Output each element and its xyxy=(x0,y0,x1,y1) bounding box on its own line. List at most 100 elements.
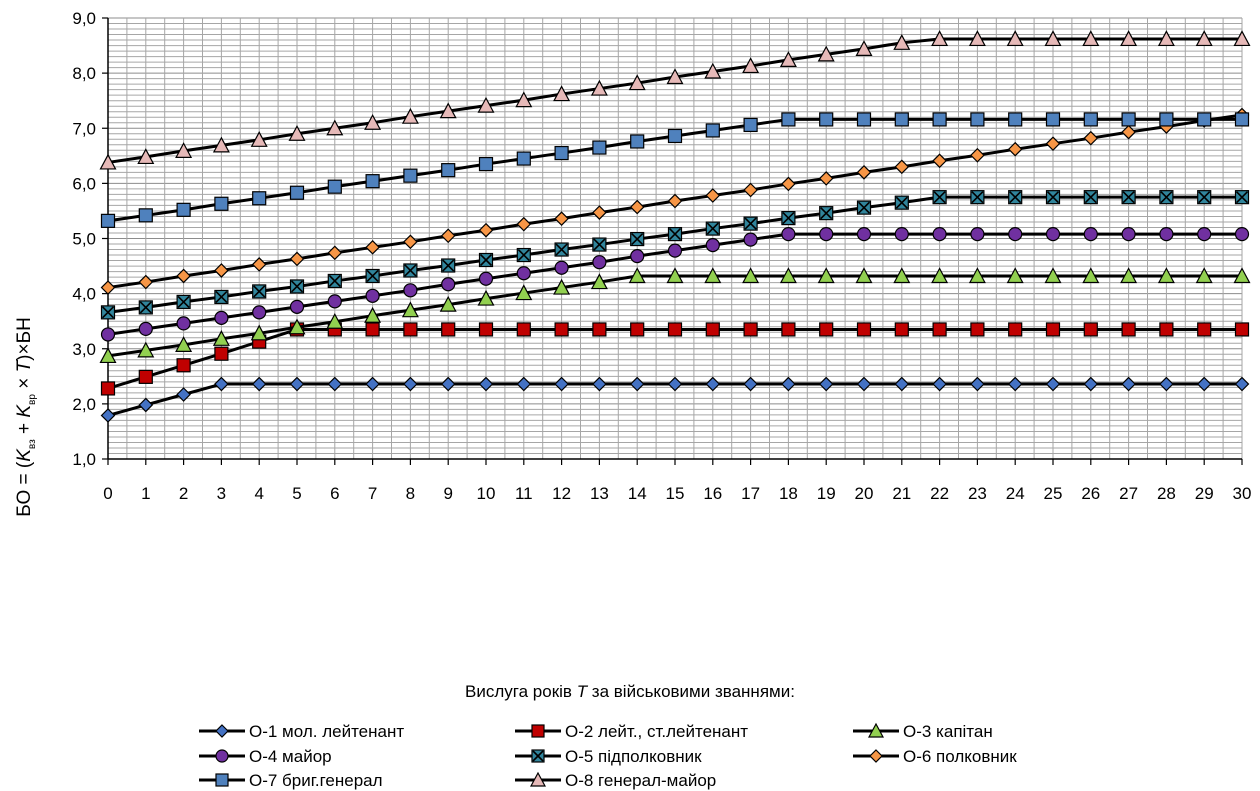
data-point xyxy=(1008,112,1023,127)
legend-label: О-6 полковник xyxy=(903,747,1017,766)
legend-item: О-6 полковник xyxy=(853,747,1017,766)
legend-label: О-4 майор xyxy=(249,747,332,766)
data-point xyxy=(970,147,985,163)
data-point xyxy=(781,211,796,226)
data-point xyxy=(1159,226,1174,242)
data-point xyxy=(478,222,494,238)
data-point xyxy=(250,131,268,147)
data-point xyxy=(478,271,494,286)
data-point xyxy=(516,216,532,232)
data-point xyxy=(100,305,116,320)
data-point xyxy=(364,306,382,323)
marker-cross xyxy=(782,212,795,225)
marker-cross xyxy=(631,232,644,246)
data-point xyxy=(1082,30,1100,47)
data-point xyxy=(212,330,230,346)
data-point xyxy=(666,267,684,284)
x-tick-label: 0 xyxy=(103,484,112,503)
x-tick-label: 16 xyxy=(703,484,722,503)
data-point xyxy=(592,376,607,392)
x-tick-label: 14 xyxy=(628,484,647,503)
data-point xyxy=(554,211,569,227)
data-point xyxy=(516,151,531,166)
legend-label: О-2 лейт., ст.лейтенант xyxy=(565,722,748,741)
data-point xyxy=(856,376,872,392)
series-6 xyxy=(100,107,1250,295)
marker-cross xyxy=(532,750,544,762)
data-point xyxy=(970,112,985,127)
data-point xyxy=(1045,376,1061,392)
data-point xyxy=(855,40,873,56)
data-point xyxy=(742,57,760,74)
marker-cross xyxy=(404,264,417,277)
data-point xyxy=(1008,226,1023,242)
data-point xyxy=(326,312,344,329)
x-tick-label: 30 xyxy=(1233,484,1252,503)
data-point xyxy=(590,79,608,96)
data-point xyxy=(818,171,834,186)
x-tick-label: 3 xyxy=(217,484,226,503)
data-point xyxy=(932,376,947,392)
data-point xyxy=(705,322,720,337)
marker-cross xyxy=(971,191,984,204)
x-tick-label: 8 xyxy=(406,484,415,503)
data-point xyxy=(478,376,494,392)
data-point xyxy=(1157,267,1175,284)
data-point xyxy=(403,234,418,250)
data-point xyxy=(1121,112,1136,127)
data-point xyxy=(592,255,607,270)
x-tick-label: 6 xyxy=(330,484,339,503)
marker-cross xyxy=(177,295,190,308)
legend-marker xyxy=(867,722,885,738)
data-point xyxy=(365,376,380,392)
data-point xyxy=(1045,136,1061,152)
data-point xyxy=(440,376,456,392)
data-point xyxy=(403,168,418,183)
data-point xyxy=(1008,322,1023,337)
data-point xyxy=(1159,322,1174,337)
data-point xyxy=(1121,322,1136,337)
data-point xyxy=(932,322,947,337)
marker-cross xyxy=(1160,191,1173,204)
data-point xyxy=(440,228,456,244)
x-tick-label: 21 xyxy=(892,484,911,503)
data-point xyxy=(99,153,117,170)
data-point xyxy=(478,322,494,337)
data-point xyxy=(515,91,533,108)
x-tick-label: 2 xyxy=(179,484,188,503)
legend-item: О-2 лейт., ст.лейтенант xyxy=(515,722,748,741)
data-point xyxy=(138,208,153,223)
data-point xyxy=(250,324,268,341)
data-point xyxy=(554,376,569,392)
data-point xyxy=(781,176,796,192)
data-point xyxy=(99,347,117,364)
marker-cross xyxy=(253,285,266,298)
y-axis-label-text: БО = (Kвз + Kвр × T)×БН xyxy=(14,317,38,517)
data-point xyxy=(894,112,909,127)
data-point xyxy=(1159,112,1174,127)
data-point xyxy=(932,153,947,169)
data-point xyxy=(1234,226,1250,242)
data-point xyxy=(1234,376,1250,392)
data-point xyxy=(1197,322,1212,337)
data-point xyxy=(403,376,418,392)
y-tick-label: 1,0 xyxy=(72,450,96,469)
data-point xyxy=(705,123,720,138)
data-point xyxy=(592,237,607,252)
legend-label: О-5 підполковник xyxy=(565,747,702,766)
data-point xyxy=(932,190,947,205)
marker-cross xyxy=(328,274,341,288)
x-tick-label: 9 xyxy=(443,484,452,503)
data-point xyxy=(819,322,834,337)
data-point xyxy=(1006,267,1024,284)
marker-cross xyxy=(706,222,719,235)
data-point xyxy=(779,267,797,284)
x-tick-label: 26 xyxy=(1081,484,1100,503)
x-axis-label: Вислуга років T за військовими званнями: xyxy=(465,682,795,701)
data-point xyxy=(326,119,344,136)
legend-item: О-4 майор xyxy=(199,747,332,766)
data-point xyxy=(364,113,382,130)
data-point xyxy=(553,85,571,102)
data-point xyxy=(666,68,684,85)
data-point xyxy=(516,247,531,263)
